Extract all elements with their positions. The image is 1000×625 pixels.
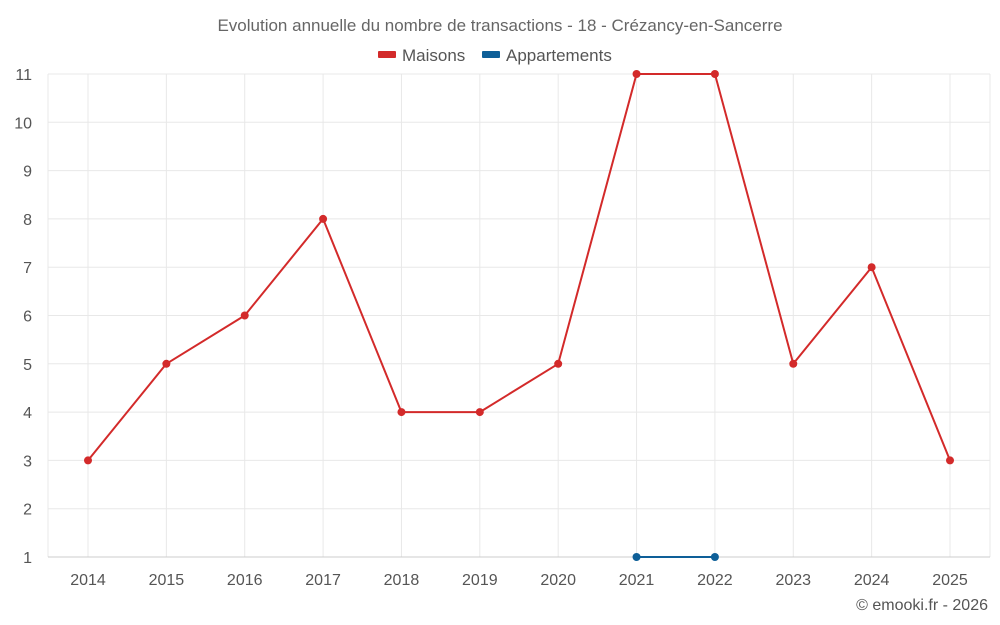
x-tick-label: 2018	[384, 572, 420, 589]
legend-label-maisons: Maisons	[402, 46, 465, 65]
data-point-maisons-2014[interactable]	[84, 456, 92, 465]
data-point-maisons-2023[interactable]	[789, 359, 798, 368]
y-tick-label: 9	[23, 164, 32, 181]
y-tick-label: 6	[23, 309, 32, 326]
data-point-maisons-2020[interactable]	[554, 359, 563, 368]
x-tick-label: 2017	[305, 572, 341, 589]
x-tick-label: 2023	[775, 572, 811, 589]
data-point-maisons-2019[interactable]	[475, 408, 484, 417]
y-tick-label: 1	[23, 550, 32, 567]
data-point-appartements-2022[interactable]	[710, 553, 719, 561]
x-tick-label: 2025	[932, 572, 968, 589]
data-point-maisons-2018[interactable]	[397, 408, 406, 417]
y-tick-label: 3	[23, 453, 32, 470]
x-tick-label: 2019	[462, 572, 498, 589]
legend-label-appartements: Appartements	[506, 46, 612, 65]
axis-layer: 1 2 3 4 5 6 7 8 9 10 11 2014 2015 2016 2017 2018 2019 202…	[14, 67, 990, 589]
grid-layer	[47, 73, 991, 558]
legend-item-appartements[interactable]: Appartements	[482, 46, 612, 65]
y-tick-label: 10	[14, 115, 32, 132]
x-tick-label: 2022	[697, 572, 733, 589]
y-tick-label: 11	[15, 67, 32, 84]
y-tick-label: 5	[23, 357, 32, 374]
data-point-maisons-2021[interactable]	[632, 70, 641, 78]
x-tick-label: 2015	[149, 572, 185, 589]
x-tick-label: 2014	[70, 572, 106, 589]
series-layer	[84, 70, 954, 561]
y-tick-label: 2	[23, 502, 32, 519]
series-maisons	[84, 70, 954, 465]
x-tick-label: 2024	[854, 572, 890, 589]
series-appartements	[632, 553, 719, 561]
data-point-maisons-2015[interactable]	[162, 359, 171, 368]
data-point-maisons-2024[interactable]	[867, 263, 876, 272]
x-tick-label: 2016	[227, 572, 263, 589]
legend-swatch-appartements	[482, 51, 500, 58]
data-point-maisons-2025[interactable]	[946, 456, 954, 465]
y-tick-label: 4	[23, 405, 32, 422]
data-point-maisons-2016[interactable]	[240, 311, 249, 320]
x-tick-label: 2021	[619, 572, 655, 589]
y-tick-label: 7	[23, 260, 32, 277]
data-point-maisons-2022[interactable]	[710, 70, 719, 78]
credit-text: © emooki.fr - 2026	[856, 597, 988, 614]
legend-swatch-maisons	[378, 51, 396, 58]
chart-legend: Maisons Appartements	[378, 46, 612, 65]
data-point-appartements-2021[interactable]	[632, 553, 641, 561]
x-tick-label: 2020	[540, 572, 576, 589]
y-tick-label: 8	[23, 212, 32, 229]
legend-item-maisons[interactable]: Maisons	[378, 46, 465, 65]
data-point-maisons-2017[interactable]	[319, 214, 328, 223]
chart-title: Evolution annuelle du nombre de transact…	[217, 16, 782, 35]
series-line-maisons	[87, 73, 951, 462]
